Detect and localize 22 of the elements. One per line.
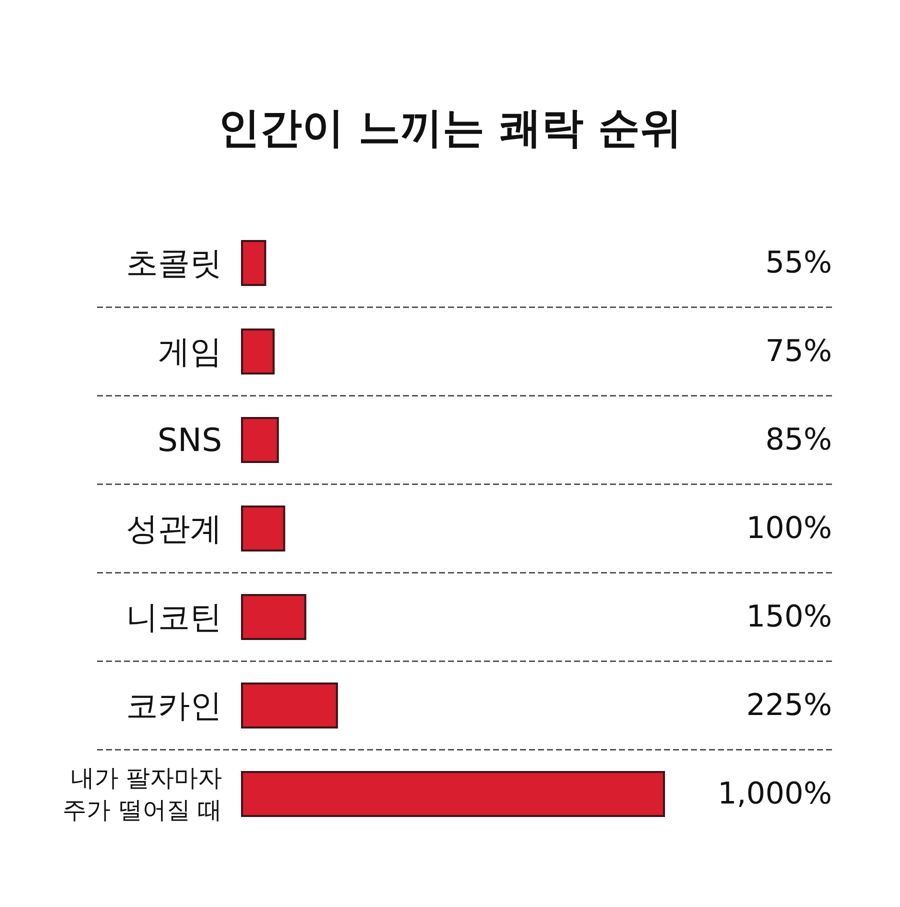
y-tick-label: 니코틴 <box>126 598 222 636</box>
data-label: 85% <box>765 422 832 458</box>
y-tick-label: 성관계 <box>126 510 222 548</box>
data-label: 100% <box>746 511 832 546</box>
bar <box>241 682 338 728</box>
y-tick-label: SNS <box>157 421 222 459</box>
data-label: 1,000% <box>718 776 832 812</box>
data-label: 225% <box>746 688 832 723</box>
data-label: 75% <box>765 334 832 369</box>
bar <box>241 594 306 640</box>
y-tick-label: 내가 팔자마자 주가 떨어질 때 <box>62 764 222 824</box>
bar <box>241 328 275 374</box>
bar <box>241 506 286 552</box>
bar <box>241 240 266 286</box>
y-tick-label: 게임 <box>158 332 222 370</box>
data-label: 55% <box>765 246 832 280</box>
bar <box>241 417 279 463</box>
bar <box>241 771 665 817</box>
y-tick-label: 코카인 <box>126 686 222 724</box>
chart-title: 인간이 느끼는 쾌락 순위 <box>218 103 682 152</box>
data-label: 150% <box>746 600 832 634</box>
y-tick-label: 초콜릿 <box>126 244 222 282</box>
